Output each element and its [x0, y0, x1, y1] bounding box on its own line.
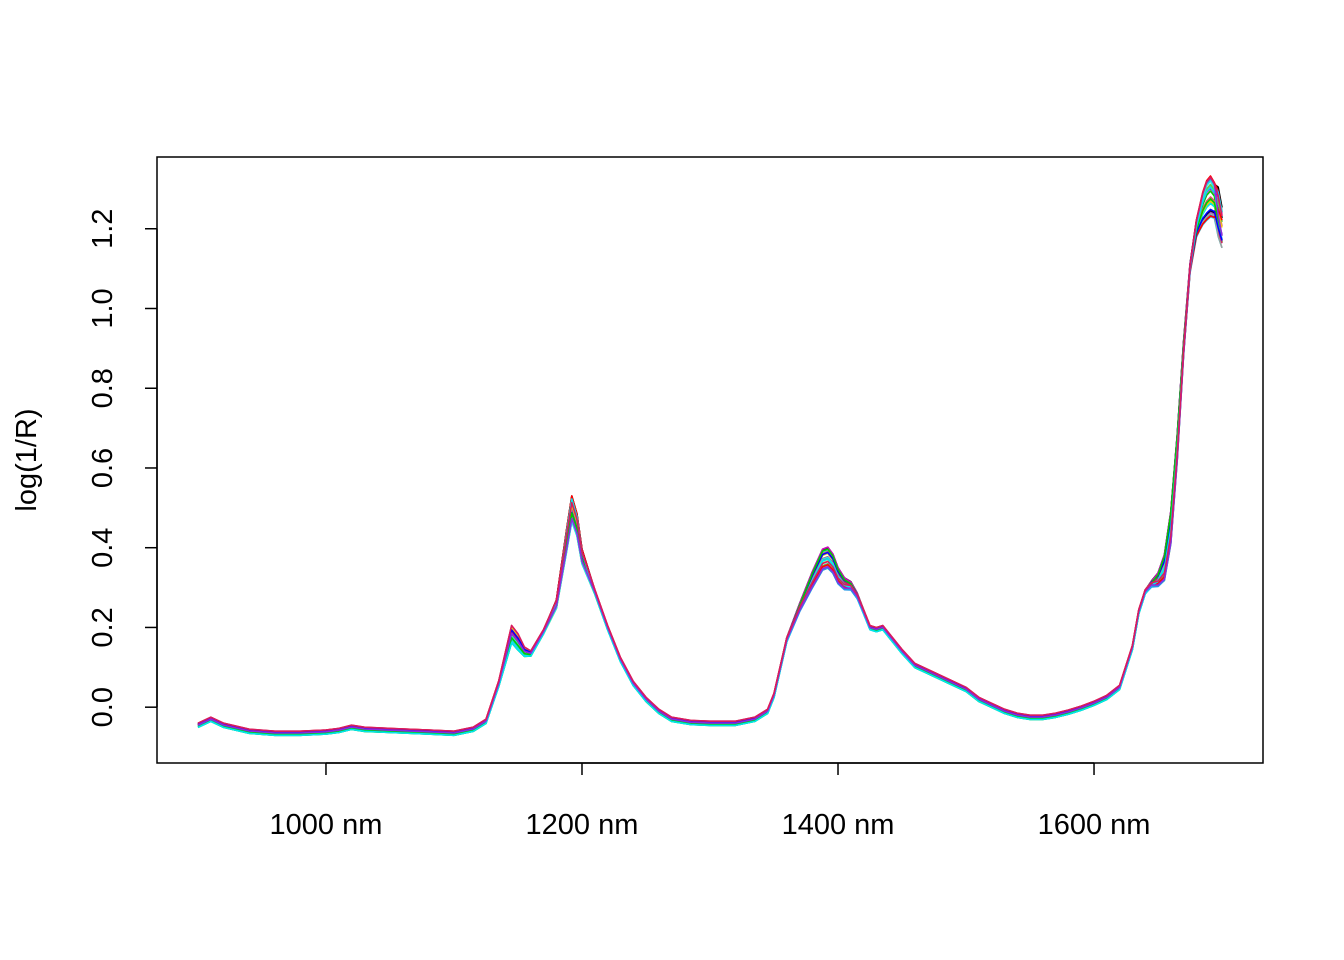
- spectrum-line: [197, 175, 1223, 733]
- spectrum-line: [197, 216, 1223, 735]
- spectrum-line: [197, 204, 1223, 734]
- spectrum-line: [197, 185, 1223, 732]
- x-tick-label: 1000 nm: [270, 809, 383, 841]
- y-axis: 0.0 0.2 0.4 0.6 0.8 1.0 1.2: [87, 209, 158, 727]
- spectrum-line: [197, 187, 1223, 734]
- spectrum-line: [197, 186, 1223, 737]
- y-tick-label: 0.4: [87, 528, 119, 568]
- spectrum-line: [197, 208, 1223, 734]
- spectrum-line: [197, 198, 1223, 735]
- spectrum-line: [197, 176, 1223, 732]
- x-axis: 1000 nm 1200 nm 1400 nm 1600 nm: [270, 762, 1151, 841]
- y-tick-label: 0.8: [87, 368, 119, 408]
- spectra-series-group: [197, 175, 1223, 737]
- y-tick-label: 1.0: [87, 288, 119, 328]
- spectrum-line: [197, 211, 1223, 733]
- x-tick-label: 1600 nm: [1038, 809, 1151, 841]
- y-tick-label: 1.2: [87, 209, 119, 249]
- spectrum-line: [197, 209, 1223, 734]
- spectrum-line: [197, 190, 1223, 737]
- x-tick-label: 1200 nm: [526, 809, 639, 841]
- spectrum-line: [197, 196, 1223, 733]
- spectrum-line: [197, 178, 1223, 734]
- spectrum-line: [197, 197, 1223, 734]
- y-tick-label: 0.6: [87, 448, 119, 488]
- spectrum-line: [197, 183, 1223, 734]
- plot-frame: [156, 156, 1264, 764]
- spectrum-line: [197, 212, 1223, 734]
- spectrum-line: [197, 184, 1223, 734]
- spectrum-line: [197, 208, 1223, 737]
- y-tick-label: 0.2: [87, 607, 119, 647]
- spectrum-line: [197, 176, 1223, 734]
- spectrum-line: [197, 201, 1223, 736]
- x-tick-label: 1400 nm: [782, 809, 895, 841]
- spectrum-line: [197, 200, 1223, 733]
- spectrum-line: [197, 180, 1223, 736]
- y-axis-title: log(1/R): [11, 408, 43, 511]
- spectrum-line: [197, 201, 1223, 735]
- y-tick-label: 0.0: [87, 687, 119, 727]
- spectrum-line: [197, 208, 1223, 733]
- spectrum-line: [197, 178, 1223, 736]
- spectrum-line: [197, 215, 1223, 734]
- spectrum-line: [197, 176, 1223, 733]
